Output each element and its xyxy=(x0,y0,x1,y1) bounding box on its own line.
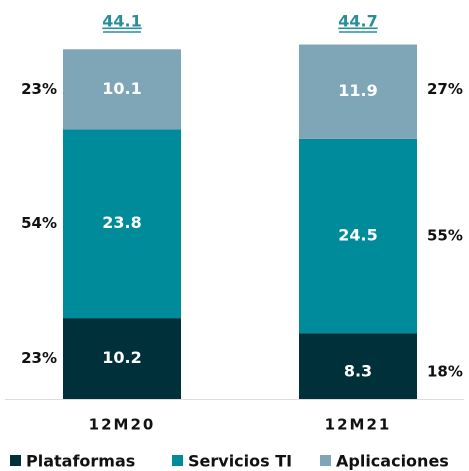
value-label: 8.3 xyxy=(344,362,372,381)
share-label: 23% xyxy=(21,349,57,367)
legend-label: Aplicaciones xyxy=(336,452,449,471)
bar-segment xyxy=(63,129,181,319)
bar-segment xyxy=(299,44,417,139)
value-label: 24.5 xyxy=(338,226,377,245)
value-label: 10.2 xyxy=(102,348,141,367)
x-tick-label: 12M20 xyxy=(89,416,156,434)
total-label: 44.1 xyxy=(102,12,141,31)
bar-segment xyxy=(63,49,181,130)
x-tick-label: 12M21 xyxy=(325,416,392,434)
share-label: 18% xyxy=(427,363,463,381)
share-label: 27% xyxy=(427,80,463,98)
value-label: 10.1 xyxy=(102,79,141,98)
legend-label: Plataformas xyxy=(26,452,135,471)
legend-label: Servicios TI xyxy=(188,452,292,471)
total-label: 44.7 xyxy=(338,12,377,31)
legend-marker xyxy=(172,455,183,466)
bar-segment xyxy=(299,138,417,334)
share-label: 55% xyxy=(427,227,463,245)
share-label: 23% xyxy=(21,80,57,98)
value-label: 23.8 xyxy=(102,213,141,232)
value-label: 11.9 xyxy=(338,81,377,100)
share-label: 54% xyxy=(21,214,57,232)
bar-segment xyxy=(299,333,417,399)
legend-marker xyxy=(10,455,21,466)
legend-marker xyxy=(320,455,331,466)
bar-segment xyxy=(63,318,181,399)
